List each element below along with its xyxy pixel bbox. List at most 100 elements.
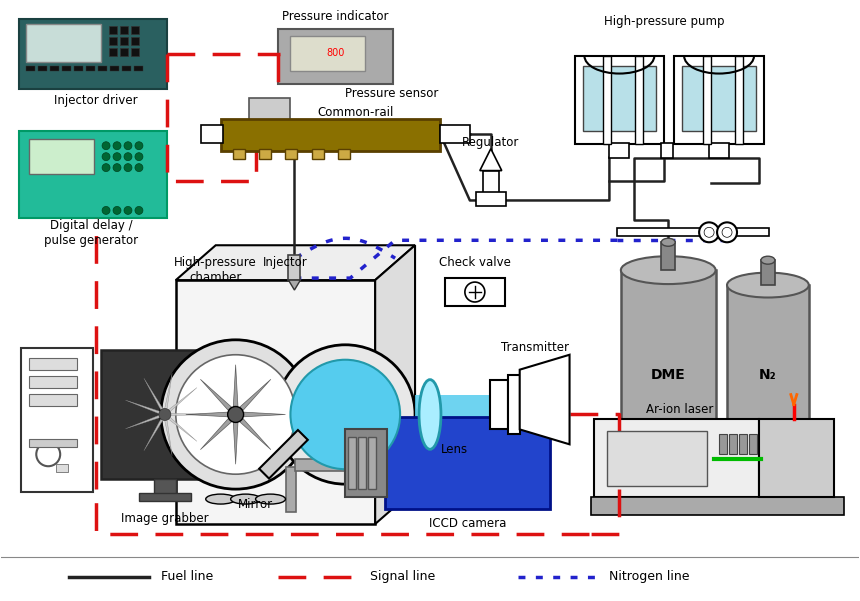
Bar	[110, 66, 119, 71]
Circle shape	[228, 406, 243, 423]
Text: High-pressure
chamber: High-pressure chamber	[175, 256, 257, 284]
Bar	[56, 464, 68, 472]
Bar	[29, 358, 77, 370]
Bar	[368, 438, 376, 489]
Text: Signal line: Signal line	[370, 570, 435, 583]
Bar	[749, 435, 757, 454]
Circle shape	[124, 206, 132, 215]
Ellipse shape	[419, 380, 441, 450]
Polygon shape	[239, 379, 271, 410]
Circle shape	[465, 282, 485, 302]
Bar	[154, 479, 175, 494]
Text: Regulator: Regulator	[462, 136, 519, 149]
Text: ICCD camera: ICCD camera	[429, 517, 507, 531]
Bar	[27, 66, 35, 71]
Bar	[674, 56, 764, 144]
Polygon shape	[243, 412, 286, 417]
Bar	[29, 394, 77, 406]
Bar	[139, 493, 191, 501]
Bar	[279, 29, 393, 84]
Bar	[739, 435, 747, 454]
Bar	[727, 285, 808, 489]
Ellipse shape	[661, 238, 675, 246]
Bar	[622, 270, 716, 489]
Bar	[604, 56, 611, 144]
Polygon shape	[375, 245, 415, 524]
Bar	[29, 139, 94, 174]
Text: Common-rail: Common-rail	[317, 106, 393, 120]
Polygon shape	[144, 418, 163, 451]
Bar	[661, 142, 673, 157]
Text: Pressure sensor: Pressure sensor	[345, 88, 439, 100]
Polygon shape	[126, 400, 161, 414]
Polygon shape	[200, 379, 232, 410]
Bar	[291, 36, 366, 71]
Polygon shape	[168, 416, 197, 441]
Bar	[759, 419, 833, 497]
Circle shape	[113, 206, 121, 215]
Bar	[490, 380, 507, 429]
Polygon shape	[519, 355, 569, 444]
Circle shape	[124, 142, 132, 150]
Circle shape	[275, 345, 415, 484]
Bar	[286, 148, 298, 159]
Bar	[507, 374, 519, 435]
Circle shape	[102, 153, 110, 160]
Circle shape	[722, 227, 732, 237]
Circle shape	[135, 206, 143, 215]
Circle shape	[135, 142, 143, 150]
Circle shape	[36, 442, 60, 466]
Bar	[131, 37, 139, 45]
Bar	[592, 497, 844, 515]
Polygon shape	[126, 415, 161, 429]
Bar	[345, 429, 387, 497]
Bar	[86, 66, 95, 71]
Polygon shape	[168, 388, 197, 412]
Circle shape	[704, 227, 714, 237]
Bar	[259, 148, 271, 159]
Bar	[703, 56, 711, 144]
Text: Injector driver: Injector driver	[54, 94, 138, 108]
Bar	[476, 192, 506, 206]
Polygon shape	[186, 412, 228, 417]
Bar	[710, 142, 729, 157]
Text: DME: DME	[651, 368, 685, 382]
Bar	[482, 171, 499, 192]
Bar	[19, 131, 167, 218]
Bar	[445, 278, 505, 306]
Ellipse shape	[206, 494, 236, 504]
Bar	[109, 26, 117, 34]
Polygon shape	[239, 418, 271, 450]
Ellipse shape	[727, 273, 808, 297]
Bar	[74, 66, 83, 71]
Polygon shape	[164, 419, 172, 456]
Bar	[19, 19, 167, 89]
Text: Fuel line: Fuel line	[161, 570, 213, 583]
Bar	[574, 56, 664, 144]
Bar	[221, 119, 440, 151]
Bar	[62, 66, 71, 71]
Circle shape	[124, 163, 132, 172]
Circle shape	[175, 355, 296, 474]
Bar	[661, 242, 675, 270]
Polygon shape	[233, 422, 238, 464]
Text: Transmitter: Transmitter	[501, 341, 568, 354]
Bar	[38, 66, 47, 71]
Polygon shape	[144, 378, 163, 411]
Bar	[98, 66, 107, 71]
Polygon shape	[175, 245, 415, 280]
Bar	[617, 228, 769, 236]
Circle shape	[159, 409, 171, 421]
Text: N₂: N₂	[759, 368, 777, 382]
Circle shape	[699, 222, 719, 242]
Bar	[338, 148, 350, 159]
Bar	[109, 37, 117, 45]
Text: Check valve: Check valve	[439, 255, 511, 269]
Bar	[131, 48, 139, 56]
Bar	[109, 48, 117, 56]
Bar	[385, 418, 550, 509]
Text: Digital delay /
pulse generator: Digital delay / pulse generator	[44, 219, 138, 248]
Bar	[122, 66, 131, 71]
Polygon shape	[200, 418, 232, 450]
Polygon shape	[169, 413, 206, 416]
